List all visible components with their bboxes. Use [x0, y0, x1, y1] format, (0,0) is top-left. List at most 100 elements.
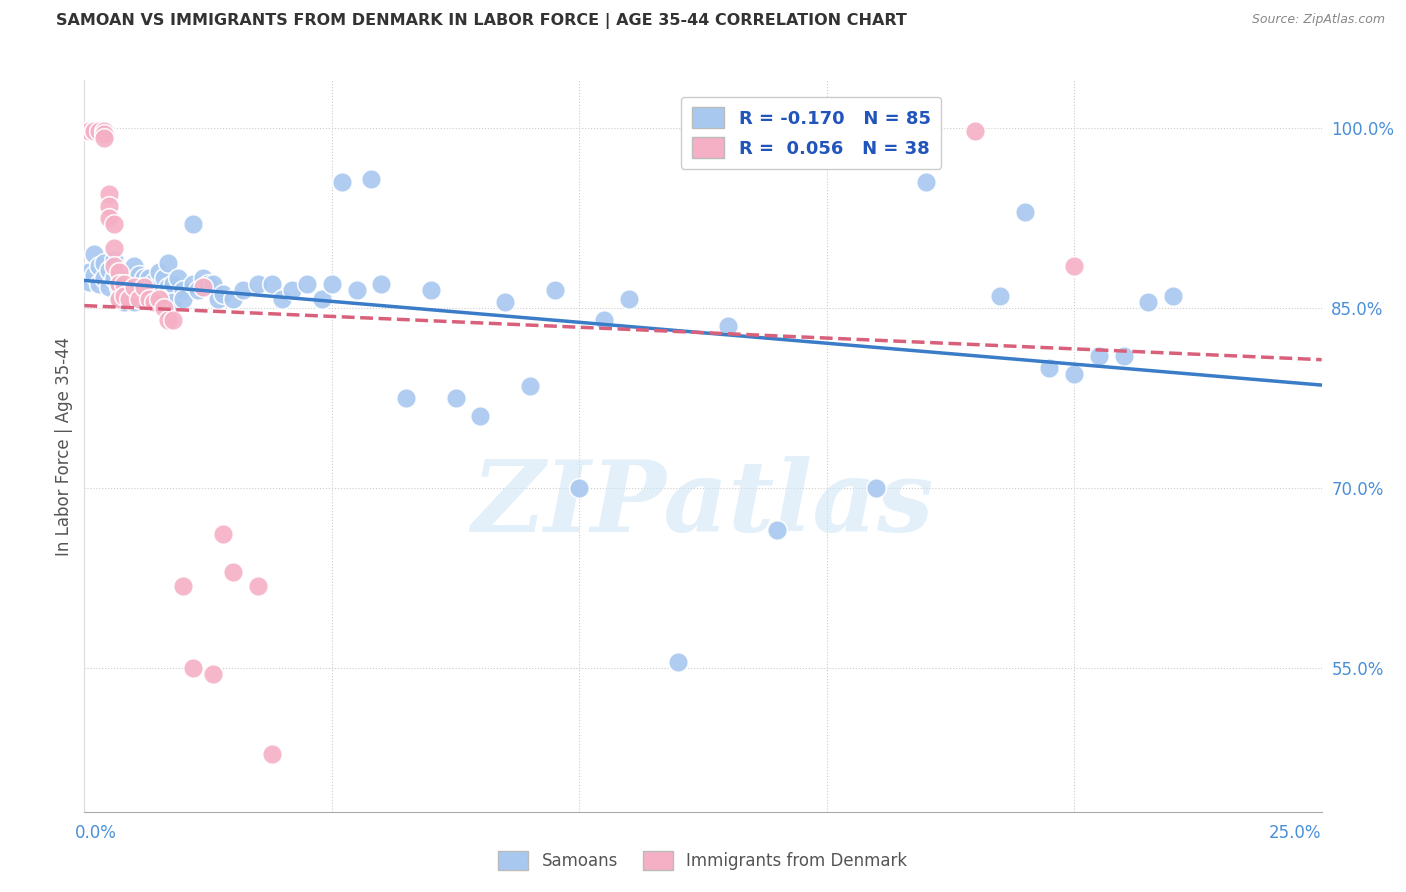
Point [112, 289, 135, 303]
Point [395, 391, 418, 405]
Point [330, 175, 353, 189]
Point [212, 526, 235, 541]
Point [172, 579, 194, 593]
Text: 0.0%: 0.0% [75, 823, 117, 842]
Point [191, 279, 214, 293]
Point [83, 123, 105, 137]
Point [132, 271, 155, 285]
Point [103, 217, 125, 231]
Point [1137, 295, 1160, 310]
Point [103, 259, 125, 273]
Point [98, 199, 121, 213]
Point [152, 301, 174, 315]
Point [766, 523, 789, 537]
Point [93, 123, 115, 137]
Point [108, 292, 131, 306]
Point [152, 292, 174, 306]
Point [89, 259, 111, 273]
Point [112, 283, 135, 297]
Point [112, 265, 135, 279]
Text: ZIPatlas: ZIPatlas [472, 457, 934, 553]
Point [157, 255, 180, 269]
Text: SAMOAN VS IMMIGRANTS FROM DENMARK IN LABOR FORCE | AGE 35-44 CORRELATION CHART: SAMOAN VS IMMIGRANTS FROM DENMARK IN LAB… [56, 13, 907, 29]
Point [142, 275, 165, 289]
Point [1161, 289, 1184, 303]
Point [122, 277, 145, 292]
Point [148, 265, 170, 279]
Point [172, 292, 194, 306]
Point [593, 313, 616, 327]
Point [519, 379, 541, 393]
Point [181, 277, 204, 292]
Point [157, 313, 180, 327]
Point [122, 279, 145, 293]
Point [138, 292, 160, 306]
Point [108, 265, 131, 279]
Point [1063, 259, 1085, 273]
Point [1014, 205, 1036, 219]
Point [543, 283, 565, 297]
Point [172, 283, 194, 297]
Point [207, 292, 229, 306]
Point [157, 279, 180, 293]
Point [162, 277, 184, 292]
Point [232, 283, 254, 297]
Point [128, 292, 150, 306]
Point [89, 123, 111, 137]
Point [281, 283, 304, 297]
Point [112, 277, 135, 292]
Point [83, 123, 105, 137]
Point [271, 292, 294, 306]
Point [187, 283, 209, 297]
Point [93, 271, 115, 285]
Point [222, 565, 245, 579]
Point [346, 283, 368, 297]
Point [79, 265, 101, 279]
Point [444, 391, 467, 405]
Point [965, 123, 987, 137]
Point [132, 279, 155, 293]
Point [112, 295, 135, 310]
Point [108, 262, 131, 277]
Point [118, 286, 141, 301]
Legend: Samoans, Immigrants from Denmark: Samoans, Immigrants from Denmark [492, 844, 914, 877]
Point [103, 253, 125, 268]
Point [162, 313, 184, 327]
Point [1038, 361, 1060, 376]
Y-axis label: In Labor Force | Age 35-44: In Labor Force | Age 35-44 [55, 336, 73, 556]
Point [494, 295, 516, 310]
Point [197, 277, 219, 292]
Point [108, 277, 131, 292]
Point [83, 247, 105, 261]
Point [128, 286, 150, 301]
Point [617, 292, 640, 306]
Point [246, 277, 269, 292]
Point [142, 295, 165, 310]
Point [321, 277, 343, 292]
Point [138, 271, 160, 285]
Point [98, 262, 121, 277]
Point [262, 277, 284, 292]
Point [79, 123, 101, 137]
Point [568, 481, 591, 495]
Point [108, 279, 131, 293]
Point [181, 661, 204, 675]
Point [93, 131, 115, 145]
Point [93, 255, 115, 269]
Point [419, 283, 441, 297]
Point [212, 286, 235, 301]
Point [108, 292, 131, 306]
Point [202, 666, 225, 681]
Point [202, 277, 225, 292]
Point [181, 217, 204, 231]
Point [914, 175, 936, 189]
Point [311, 292, 333, 306]
Point [98, 211, 121, 226]
Text: Source: ZipAtlas.com: Source: ZipAtlas.com [1251, 13, 1385, 27]
Point [370, 277, 392, 292]
Point [191, 271, 214, 285]
Point [295, 277, 318, 292]
Point [865, 481, 887, 495]
Point [98, 279, 121, 293]
Point [152, 271, 174, 285]
